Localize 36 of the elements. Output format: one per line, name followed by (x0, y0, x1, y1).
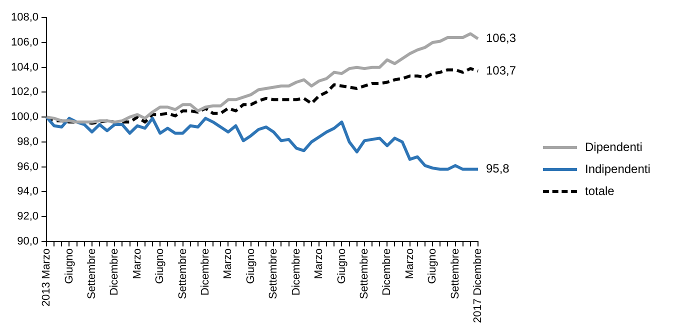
y-tick-label: 96,0 (17, 160, 39, 173)
x-tick-label: Dicembre (200, 248, 212, 296)
y-tick-label: 90,0 (17, 235, 39, 248)
x-tick-label: 2017 Dicembre (472, 248, 484, 323)
x-tick-label: Marzo (222, 248, 234, 279)
x-tick-label: Dicembre (381, 248, 394, 296)
x-tick-label: Dicembre (290, 248, 302, 296)
y-tick-label: 98,0 (17, 136, 39, 148)
data-label: 106,3 (486, 31, 516, 46)
x-tick-label: Giugno (154, 248, 166, 284)
x-tick-label: Marzo (313, 248, 326, 279)
x-tick-label: Settembre (358, 248, 370, 300)
x-tick-label: Settembre (176, 248, 189, 300)
y-tick-label: 108,0 (10, 12, 39, 24)
x-tick-label: Settembre (268, 248, 280, 300)
y-tick-label: 94,0 (17, 186, 39, 198)
x-tick-label: Dicembre (108, 248, 121, 296)
legend-label: totale (585, 184, 614, 198)
y-tick-label: 102,0 (10, 86, 39, 98)
legend-label: Dipendenti (585, 140, 642, 154)
y-tick-label: 92,0 (17, 210, 39, 223)
legend-label: Indipendenti (585, 162, 650, 176)
y-tick-label: 104,0 (10, 61, 39, 74)
x-tick-label: Giugno (63, 248, 76, 284)
x-tick-label: Marzo (131, 248, 144, 279)
x-tick-label: Giugno (336, 248, 348, 284)
x-tick-label: Settembre (449, 248, 462, 300)
y-tick-label: 106,0 (10, 36, 39, 48)
x-tick-label: Giugno (426, 248, 439, 284)
x-tick-label: Marzo (404, 248, 416, 279)
data-label: 95,8 (486, 162, 510, 176)
y-tick-label: 100,0 (10, 111, 39, 124)
x-tick-label: 2013 Marzo (40, 248, 53, 306)
x-tick-label: Giugno (244, 248, 257, 284)
data-label: 103,7 (486, 63, 516, 78)
x-tick-label: Settembre (86, 248, 98, 300)
